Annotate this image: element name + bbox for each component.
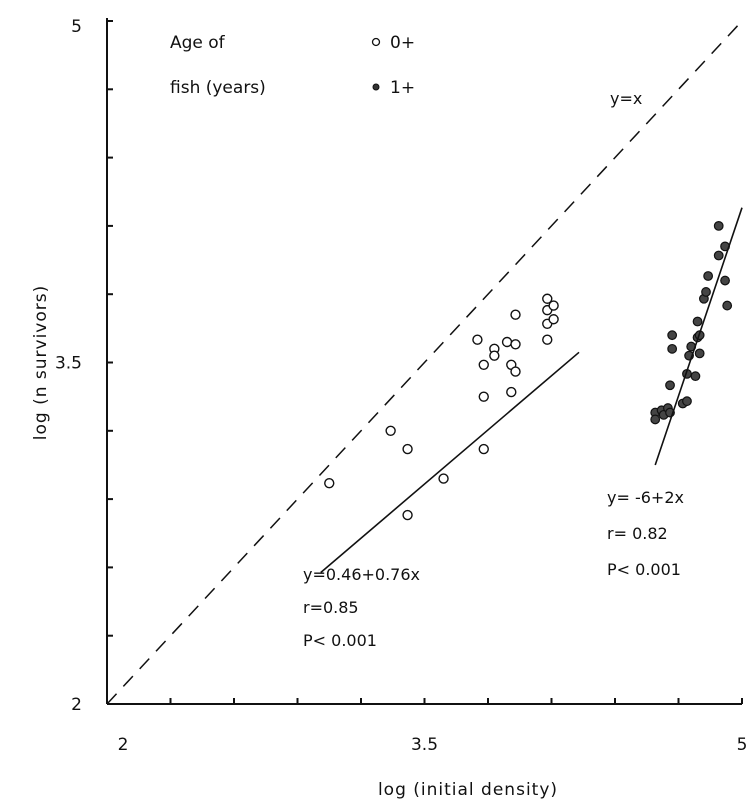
legend-filled-circle-marker [372, 83, 380, 91]
data-point-0plus [385, 425, 396, 436]
data-point-0plus [478, 391, 489, 402]
data-point-1plus [694, 348, 705, 359]
fit-p-1plus: P< 0.001 [607, 560, 681, 579]
data-point-1plus [667, 343, 678, 354]
data-point-1plus [713, 220, 724, 231]
data-point-0plus [542, 334, 553, 345]
series-1plus [650, 220, 733, 425]
fit-equation-0plus: y=0.46+0.76x [303, 565, 420, 584]
y-tick-label-top: 5 [71, 17, 82, 37]
fit-equation-1plus: y= -6+2x [607, 488, 684, 507]
data-point-0plus [489, 350, 500, 361]
data-point-0plus [402, 443, 413, 455]
legend-label-1plus: 1+ [390, 78, 415, 98]
fit-r-1plus: r= 0.82 [607, 524, 668, 543]
annotation-0plus: y=0.46+0.76x r=0.85 P< 0.001 [303, 565, 420, 650]
x-axis-label: log (initial density) [378, 780, 558, 800]
data-point-1plus [690, 371, 701, 382]
data-point-0plus [548, 300, 559, 311]
identity-line [106, 20, 743, 705]
annotation-1plus: y= -6+2x r= 0.82 P< 0.001 [607, 488, 684, 579]
data-point-1plus [650, 414, 661, 425]
x-tick-label-mid: 3.5 [411, 735, 438, 755]
data-point-1plus [665, 380, 675, 391]
data-point-0plus [510, 339, 521, 350]
y-axis-label: log (n survivors) [31, 285, 51, 440]
data-point-0plus [510, 309, 521, 320]
data-point-0plus [510, 366, 521, 377]
data-point-0plus [501, 336, 513, 348]
data-point-0plus [324, 477, 335, 489]
data-point-1plus [703, 271, 714, 281]
identity-line-label: y=x [610, 89, 642, 108]
data-point-1plus [701, 287, 711, 297]
data-point-1plus [667, 330, 678, 341]
data-point-1plus [722, 300, 733, 311]
x-tick-label-left: 2 [118, 735, 129, 755]
data-point-0plus [542, 293, 553, 304]
data-point-1plus [682, 396, 692, 407]
fit-p-0plus: P< 0.001 [303, 631, 377, 650]
legend-title-line1: Age of [170, 33, 226, 53]
y-tick-label-mid: 3.5 [55, 354, 82, 374]
data-point-0plus [548, 314, 559, 325]
axes [106, 18, 742, 705]
legend-open-circle-marker [371, 37, 381, 47]
data-point-0plus [478, 443, 489, 455]
y-tick-label-bottom: 2 [71, 695, 82, 715]
fit-r-0plus: r=0.85 [303, 598, 359, 617]
data-point-0plus [506, 386, 517, 398]
legend-title-line2: fish (years) [170, 78, 266, 98]
data-point-0plus [402, 509, 413, 521]
tick-marks [106, 20, 743, 705]
data-point-0plus [478, 359, 489, 370]
data-point-1plus [692, 316, 703, 327]
legend: Age of fish (years) 0+ 1+ [170, 33, 415, 98]
series-0plus [324, 293, 559, 521]
legend-label-0plus: 0+ [390, 33, 415, 53]
data-point-1plus [720, 275, 730, 286]
x-tick-label-right: 5 [737, 735, 748, 755]
data-point-1plus [713, 250, 724, 261]
data-point-0plus [438, 473, 449, 484]
fit-line-0plus [320, 351, 580, 574]
data-point-0plus [472, 334, 483, 345]
fit-line-1plus [654, 207, 743, 466]
